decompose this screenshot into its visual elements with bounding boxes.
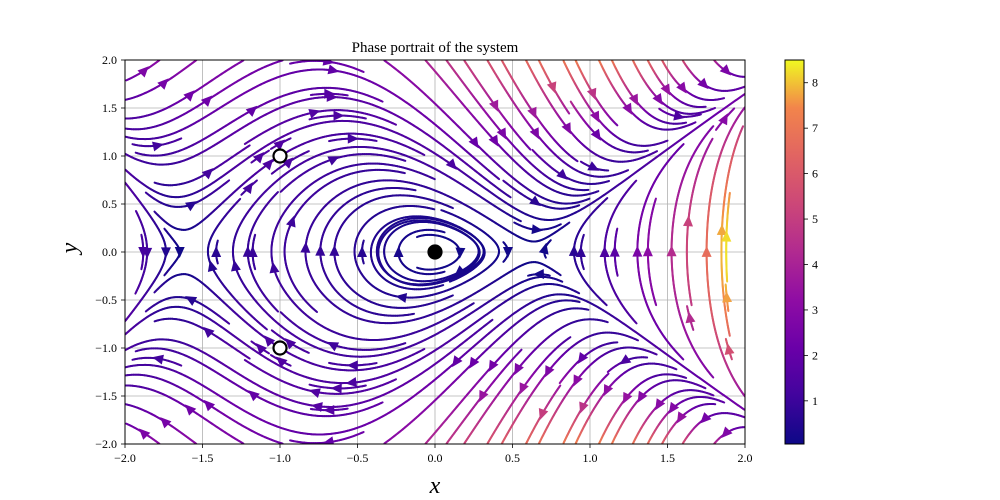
streamline-arrow	[345, 377, 358, 388]
streamline-segment	[247, 144, 251, 148]
streamline-arrow	[160, 417, 172, 429]
streamline-segment	[254, 179, 258, 183]
streamline-segment	[144, 309, 148, 313]
streamline-segment	[276, 191, 279, 195]
streamline-segment	[153, 319, 158, 323]
streamline-segment	[226, 179, 231, 183]
streamline-segment	[496, 177, 501, 181]
streamline-segment	[269, 354, 274, 357]
streamline-arrow	[452, 355, 463, 368]
streamline-arrow	[160, 247, 171, 259]
streamline-segment	[250, 340, 254, 344]
streamline-segment	[421, 153, 426, 157]
streamline-segment	[134, 349, 139, 353]
streamline-arrow	[138, 428, 151, 440]
streamline-segment	[243, 359, 248, 362]
streamline-segment	[125, 422, 129, 426]
streamline-segment	[270, 329, 274, 333]
streamline-segment	[153, 290, 157, 294]
streamline-segment	[134, 291, 137, 295]
streamline-segment	[508, 195, 512, 199]
streamline-segment	[240, 60, 245, 63]
streamline-segment	[393, 123, 397, 126]
streamline-arrow	[184, 404, 197, 416]
streamline-segment	[266, 149, 270, 153]
streamline-segment	[238, 197, 242, 201]
streamline-segment	[518, 219, 522, 223]
streamline-segment	[163, 273, 167, 277]
streamlines	[125, 60, 745, 444]
streamline-segment	[178, 137, 183, 141]
chart-title: Phase portrait of the system	[352, 40, 519, 56]
streamline-segment	[279, 311, 283, 315]
